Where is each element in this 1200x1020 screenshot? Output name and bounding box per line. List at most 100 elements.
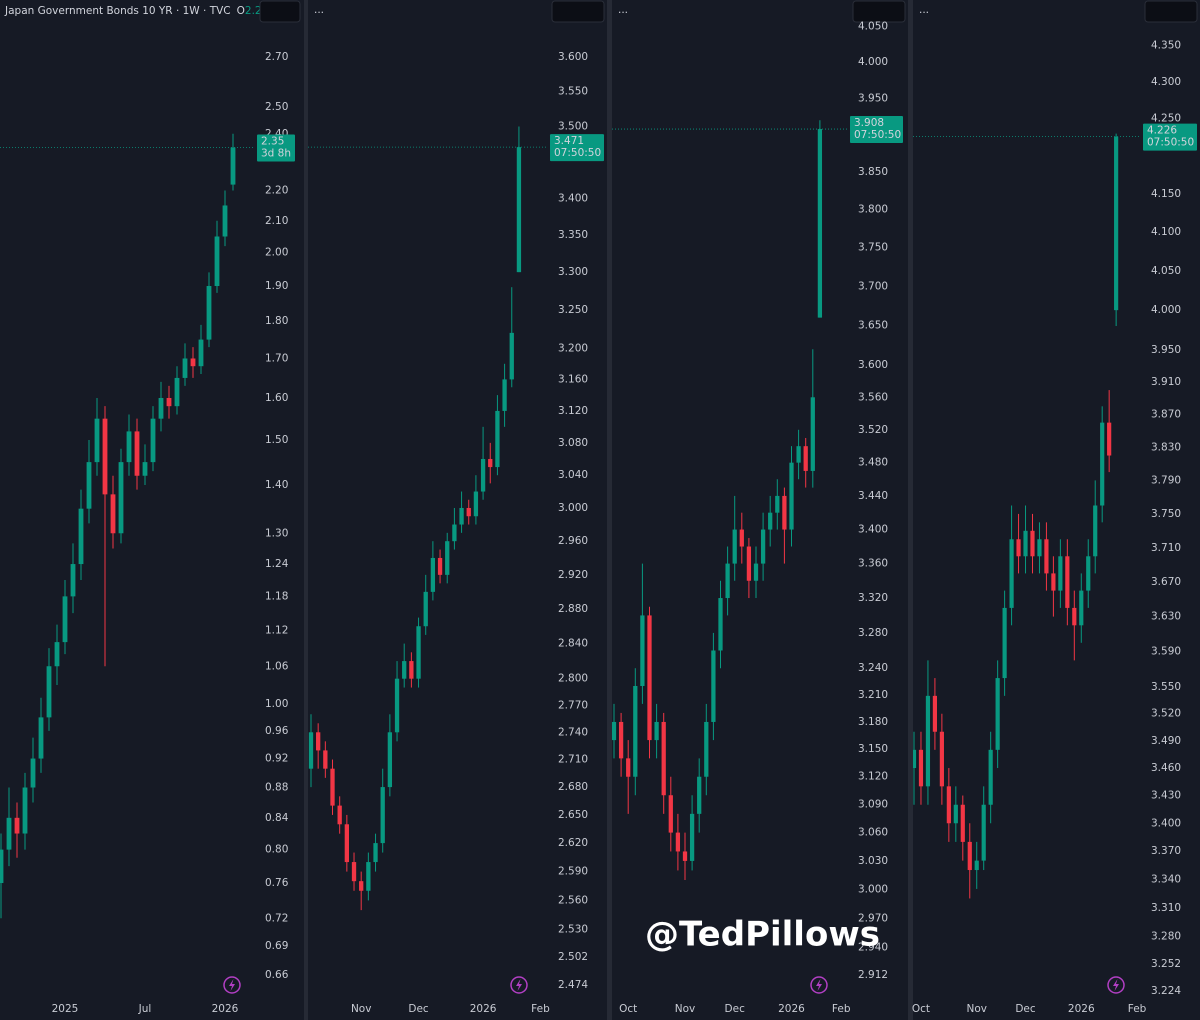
y-tick-label: 2.940 [858, 942, 888, 954]
candle-body [473, 491, 479, 517]
menu-button[interactable]: ... [919, 4, 929, 16]
y-tick-label: 2.740 [558, 726, 588, 738]
candle-body [612, 721, 617, 741]
candle-body [6, 817, 12, 850]
candle-body [782, 495, 787, 530]
menu-button[interactable]: ... [314, 4, 324, 16]
ohlc-prefix: O [237, 5, 245, 17]
candle-body [78, 508, 84, 565]
candle-body [118, 462, 124, 534]
icon-circle [223, 976, 241, 994]
y-tick-label: 3.120 [558, 405, 588, 417]
countdown-label: 3d 8h [261, 148, 291, 160]
y-tick-label: 2.680 [558, 781, 588, 793]
chart-panel: ... 4.350 4.300 4.250 4.150 4.100 4.050 4.000 3.… [912, 0, 1198, 1015]
candle-body [214, 236, 220, 287]
replay-icon[interactable] [810, 976, 828, 994]
candle-body [230, 147, 236, 185]
menu-button[interactable]: ... [618, 4, 628, 16]
candle-body [661, 721, 666, 796]
candle-body [1079, 590, 1084, 626]
candle-body [380, 787, 385, 844]
candle-body [62, 596, 68, 643]
candle-body [409, 661, 414, 679]
chart-header: Japan Government Bonds 10 YR · 1W · TVC O… [4, 5, 278, 17]
y-tick-label: 2.20 [265, 184, 288, 196]
candle-body [1100, 422, 1105, 506]
y-tick-label: 3.224 [1151, 985, 1181, 997]
last-price-badge [850, 116, 903, 144]
candle-body [939, 731, 944, 787]
candle-body [1086, 556, 1091, 591]
plot-area [913, 133, 1141, 899]
countdown-label: 07:50:50 [854, 129, 901, 141]
y-tick-label: 3.300 [558, 266, 588, 278]
candle-body [366, 862, 371, 891]
x-tick-label: 2026 [470, 1003, 497, 1015]
icon-circle [1107, 976, 1125, 994]
y-tick-label: 3.200 [558, 342, 588, 354]
y-tick-label: 1.00 [265, 698, 288, 710]
candle-body [134, 431, 140, 476]
last-price-label: 4.226 [1147, 125, 1177, 137]
last-price-badge [1143, 123, 1197, 151]
candle-body [796, 446, 801, 463]
candle-body [94, 418, 100, 463]
candle-body [618, 721, 624, 759]
y-tick-label: 3.000 [858, 884, 888, 896]
candle-body [647, 615, 652, 741]
y-tick-label: 2.960 [558, 535, 588, 547]
replay-icon[interactable] [1107, 976, 1125, 994]
x-tick-label: Nov [351, 1003, 372, 1015]
y-tick-label: 3.120 [858, 771, 888, 783]
header-button[interactable] [852, 0, 906, 23]
y-tick-label: 3.400 [858, 524, 888, 536]
y-tick-label: 3.430 [1151, 790, 1181, 802]
y-tick-label: 3.040 [558, 469, 588, 481]
candle-body [640, 615, 645, 687]
panel-separator [304, 0, 308, 1020]
y-tick-label: 3.160 [558, 373, 588, 385]
y-tick-label: 3.210 [858, 689, 888, 701]
candle-body [0, 849, 4, 884]
replay-icon[interactable] [223, 976, 241, 994]
candle-body [995, 678, 1000, 750]
replay-icon[interactable] [510, 976, 528, 994]
candle-body [1114, 136, 1119, 311]
header-button[interactable] [259, 0, 301, 23]
chart-title: Japan Government Bonds 10 YR · 1W · TVC [4, 5, 231, 17]
candle-body [323, 750, 328, 769]
header-button[interactable] [1144, 0, 1198, 23]
x-tick-label: Jul [138, 1003, 152, 1015]
last-price-label: 2.35 [261, 136, 284, 148]
y-tick-label: 3.710 [1151, 542, 1181, 554]
y-tick-label: 2.560 [558, 894, 588, 906]
candle-body [22, 787, 28, 834]
y-tick-label: 3.600 [558, 51, 588, 63]
y-tick-label: 4.250 [1151, 113, 1181, 125]
x-tick-label: Nov [675, 1003, 696, 1015]
candle-body [1107, 422, 1112, 456]
candle-body [711, 650, 716, 722]
y-tick-label: 1.12 [265, 624, 288, 636]
y-tick-label: 3.750 [1151, 508, 1181, 520]
candle-body [1093, 505, 1098, 557]
y-tick-label: 1.06 [265, 660, 289, 672]
y-tick-label: 2.710 [558, 754, 588, 766]
y-tick-label: 3.560 [858, 391, 888, 403]
candle-body [516, 147, 522, 273]
y-tick-label: 3.630 [1151, 611, 1181, 623]
y-tick-label: 3.500 [558, 121, 588, 133]
candle-body [967, 841, 972, 871]
x-tick-label: Feb [832, 1003, 851, 1015]
candle-body [54, 642, 60, 667]
last-price-badge [550, 134, 604, 162]
icon-circle [810, 976, 828, 994]
header-button[interactable] [551, 0, 605, 23]
icon-bolt [229, 979, 235, 991]
candle-body [222, 205, 228, 237]
candle-body [14, 817, 20, 834]
candle-body [1065, 556, 1070, 608]
candle-body [308, 732, 314, 769]
